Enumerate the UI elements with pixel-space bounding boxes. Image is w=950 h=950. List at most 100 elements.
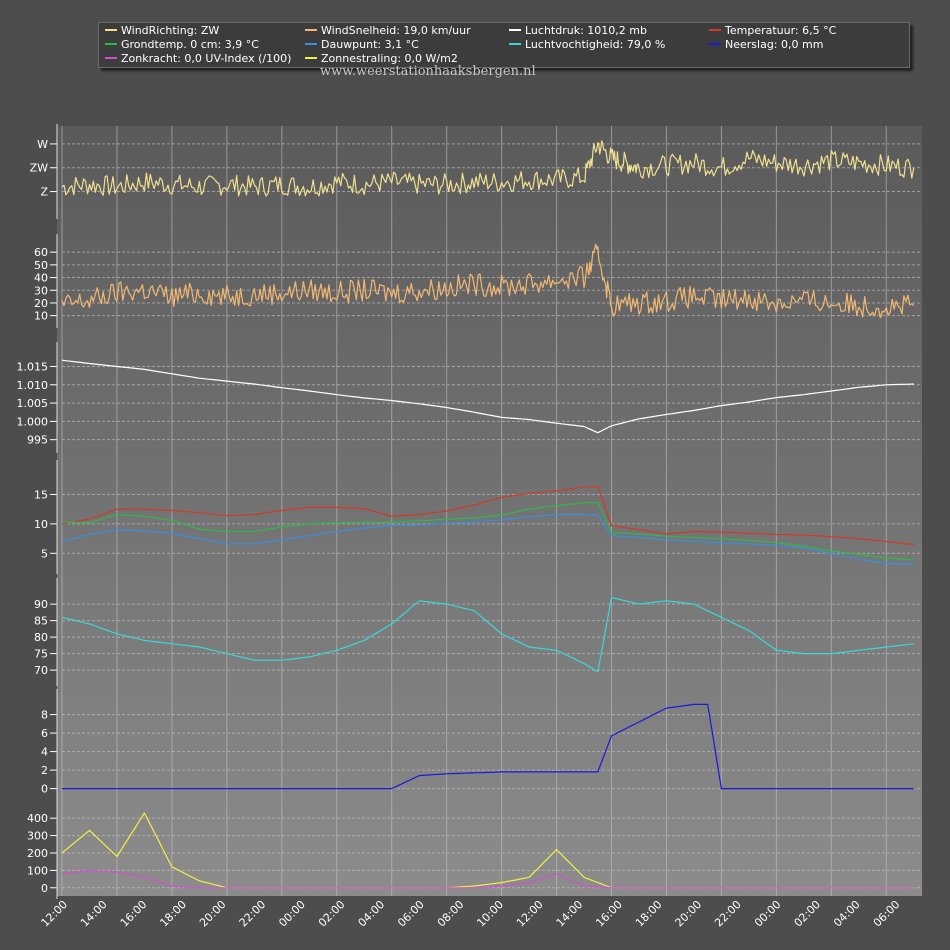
x-tick-label: 06:00	[395, 898, 427, 930]
y-tick-label: 50	[34, 259, 48, 272]
y-tick-label: 60	[34, 246, 48, 259]
y-tick-label: Z	[40, 186, 48, 199]
series-line	[62, 703, 914, 790]
series-line	[61, 359, 914, 434]
legend-swatch	[305, 43, 317, 45]
legend-item: Zonkracht: 0,0 UV-Index (/100)	[105, 52, 291, 66]
x-tick-label: 00:00	[276, 898, 308, 930]
y-tick-label: 995	[27, 434, 48, 447]
legend-swatch	[105, 43, 117, 45]
y-tick-label: 75	[34, 648, 48, 661]
legend-swatch	[305, 57, 317, 59]
legend-swatch	[709, 29, 721, 31]
legend-swatch	[305, 29, 317, 31]
series-line	[61, 140, 915, 197]
x-tick-label: 04:00	[831, 898, 863, 930]
y-tick-label: 8	[41, 709, 48, 722]
legend-swatch	[709, 43, 721, 45]
y-tick-label: 5	[41, 547, 48, 560]
legend-item: Grondtemp. 0 cm: 3,9 °C	[105, 38, 259, 52]
series-line	[61, 502, 914, 561]
legend-label: Zonkracht: 0,0 UV-Index (/100)	[121, 52, 292, 65]
x-tick-label: 00:00	[752, 898, 784, 930]
x-tick-label: 22:00	[712, 898, 744, 930]
x-tick-label: 20:00	[673, 898, 705, 930]
series-line	[61, 243, 915, 319]
legend-item: Luchtvochtigheid: 79,0 %	[509, 38, 665, 52]
y-tick-label: 300	[27, 830, 48, 843]
legend-item: Zonnestraling: 0,0 W/m2	[305, 52, 458, 66]
x-tick-label: 20:00	[197, 898, 229, 930]
chart-legend: WindRichting: ZW WindSnelheid: 19,0 km/uu…	[98, 22, 910, 68]
legend-label: Luchtvochtigheid: 79,0 %	[525, 38, 666, 51]
y-tick-label: 80	[34, 631, 48, 644]
legend-swatch	[105, 29, 117, 31]
x-tick-label: 06:00	[871, 898, 903, 930]
y-tick-label: 400	[27, 812, 48, 825]
y-tick-label: 1.000	[17, 415, 49, 428]
x-tick-label: 12:00	[39, 898, 71, 930]
x-tick-label: 12:00	[514, 898, 546, 930]
y-tick-label: 4	[41, 746, 48, 759]
x-tick-label: 14:00	[78, 898, 110, 930]
y-tick-label: 40	[34, 272, 48, 285]
legend-label: Dauwpunt: 3,1 °C	[321, 38, 419, 51]
y-tick-label: 10	[34, 310, 48, 323]
series-line	[61, 486, 914, 546]
legend-swatch	[509, 43, 521, 45]
x-tick-label: 18:00	[633, 898, 665, 930]
x-tick-label: 04:00	[356, 898, 388, 930]
legend-label: Luchtdruk: 1010,2 mb	[525, 24, 647, 37]
y-tick-label: 20	[34, 297, 48, 310]
y-tick-label: 1.015	[17, 360, 49, 373]
legend-item: Dauwpunt: 3,1 °C	[305, 38, 419, 52]
x-tick-label: 10:00	[474, 898, 506, 930]
legend-label: WindSnelheid: 19,0 km/uur	[321, 24, 471, 37]
series-layer	[61, 140, 915, 889]
x-tick-label: 02:00	[792, 898, 824, 930]
legend-label: Temperatuur: 6,5 °C	[725, 24, 837, 37]
x-tick-label: 08:00	[435, 898, 467, 930]
series-line	[61, 513, 914, 566]
x-tick-label: 16:00	[593, 898, 625, 930]
x-tick-label: 02:00	[316, 898, 348, 930]
legend-label: Grondtemp. 0 cm: 3,9 °C	[121, 38, 259, 51]
y-tick-label: 0	[41, 882, 48, 895]
legend-item: Neerslag: 0,0 mm	[709, 38, 823, 52]
y-tick-label: 90	[34, 598, 48, 611]
y-tick-label: 100	[27, 864, 48, 877]
legend-item: WindSnelheid: 19,0 km/uur	[305, 24, 471, 38]
site-watermark: www.weerstationhaaksbergen.nl	[320, 64, 536, 79]
legend-label: Neerslag: 0,0 mm	[725, 38, 824, 51]
grid-layer	[61, 126, 922, 896]
x-tick-label: 22:00	[237, 898, 269, 930]
legend-label: WindRichting: ZW	[121, 24, 220, 37]
y-tick-label: 15	[34, 488, 48, 501]
y-tick-label: 6	[41, 727, 48, 740]
legend-swatch	[105, 57, 117, 59]
series-line	[61, 869, 914, 889]
legend-item: Luchtdruk: 1010,2 mb	[509, 24, 647, 38]
y-tick-label: ZW	[30, 162, 49, 175]
y-tick-label: 200	[27, 847, 48, 860]
plot-area	[57, 126, 922, 896]
y-tick-label: 70	[34, 664, 48, 677]
x-tick-label: 14:00	[554, 898, 586, 930]
x-tick-label: 18:00	[157, 898, 189, 930]
y-tick-label: 85	[34, 615, 48, 628]
legend-label: Zonnestraling: 0,0 W/m2	[321, 52, 458, 65]
y-tick-label: 30	[34, 284, 48, 297]
y-tick-label: W	[37, 138, 48, 151]
legend-item: Temperatuur: 6,5 °C	[709, 24, 836, 38]
y-tick-label: 10	[34, 518, 48, 531]
y-tick-label: 0	[41, 783, 48, 796]
y-tick-label: 1.010	[17, 379, 49, 392]
y-tick-label: 1.005	[17, 397, 49, 410]
x-tick-label: 16:00	[118, 898, 150, 930]
series-line	[61, 596, 914, 673]
legend-item: WindRichting: ZW	[105, 24, 219, 38]
y-tick-label: 2	[41, 764, 48, 777]
legend-swatch	[509, 29, 521, 31]
